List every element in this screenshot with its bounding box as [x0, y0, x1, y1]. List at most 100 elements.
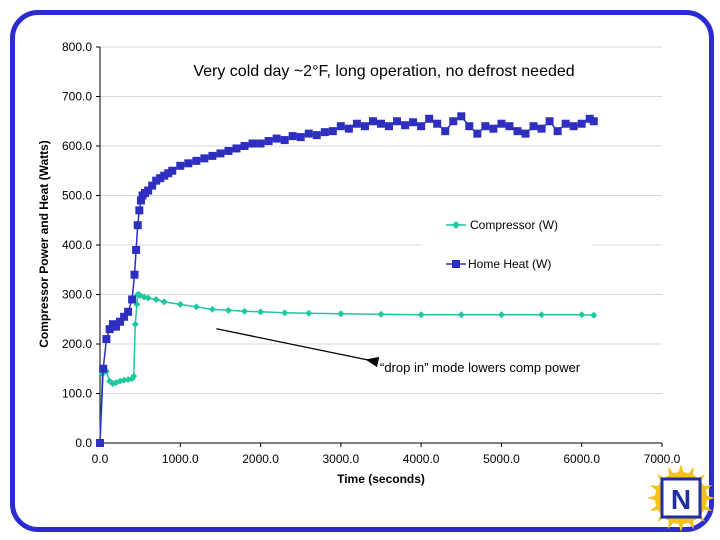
data-point	[337, 310, 345, 318]
logo-letter: N	[671, 484, 691, 515]
legend-box	[422, 210, 592, 280]
data-point	[216, 149, 225, 158]
sun-ray	[678, 464, 684, 475]
data-point	[120, 376, 128, 384]
data-point	[192, 156, 201, 165]
x-tick-label: 7000.0	[644, 452, 681, 466]
data-point	[105, 325, 114, 334]
data-point	[131, 320, 139, 328]
data-point	[336, 122, 345, 131]
data-point	[296, 133, 305, 142]
data-point	[176, 300, 184, 308]
data-point	[144, 294, 152, 302]
data-point	[272, 134, 281, 143]
data-point	[578, 311, 586, 319]
data-point	[130, 270, 139, 279]
data-point	[152, 295, 160, 303]
data-point	[240, 142, 249, 150]
data-point	[280, 136, 289, 145]
data-point	[112, 322, 121, 331]
data-point	[120, 312, 129, 321]
legend-marker-compressor	[452, 221, 460, 229]
data-point	[192, 303, 200, 311]
y-tick-label: 800.0	[62, 40, 92, 54]
x-tick-label: 3000.0	[323, 452, 360, 466]
data-point	[538, 311, 546, 319]
data-point	[377, 119, 385, 128]
data-point	[281, 309, 289, 317]
data-point	[377, 310, 385, 318]
x-axis-label: Time (seconds)	[337, 472, 425, 486]
data-point	[164, 169, 173, 178]
data-point	[148, 181, 157, 190]
data-point	[320, 128, 329, 137]
x-tick-label: 4000.0	[403, 452, 440, 466]
y-tick-label: 500.0	[62, 189, 92, 203]
data-point	[569, 122, 578, 131]
data-point	[184, 159, 193, 168]
data-point	[156, 174, 165, 183]
logo-frame	[660, 477, 702, 519]
annotation-text: “drop in” mode lowers comp power	[380, 360, 581, 375]
logo: N	[647, 464, 715, 532]
data-point	[224, 146, 233, 155]
annotation-arrow	[216, 328, 380, 368]
data-point	[256, 139, 265, 148]
data-point	[176, 161, 185, 170]
data-point	[393, 117, 402, 126]
data-point	[489, 124, 498, 133]
data-point	[585, 114, 594, 123]
data-point	[360, 122, 369, 131]
data-point	[135, 206, 144, 215]
data-point	[441, 127, 450, 136]
data-point	[132, 245, 141, 254]
legend: Compressor (W) Home Heat (W)	[422, 210, 592, 280]
x-tick-labels: 0.0 1000.0 2000.0 3000.0 4000.0 5000.0 6000.0 7…	[92, 452, 681, 466]
data-point	[473, 129, 482, 138]
data-point	[497, 119, 506, 128]
data-point	[417, 311, 425, 319]
data-point	[433, 119, 442, 128]
data-point	[304, 129, 313, 138]
data-point	[545, 117, 554, 126]
data-point	[208, 305, 216, 313]
data-point	[133, 221, 142, 230]
data-point	[481, 122, 490, 131]
legend-marker-home-heat	[452, 260, 460, 268]
data-point	[417, 122, 426, 131]
data-point	[241, 307, 249, 315]
data-point	[144, 186, 153, 195]
data-point	[136, 196, 145, 205]
data-point	[288, 132, 297, 141]
y-axis-label: Compressor Power and Heat (Watts)	[37, 140, 51, 348]
sun-ray	[678, 521, 684, 532]
data-point	[232, 144, 241, 153]
y-tick-label: 700.0	[62, 90, 92, 104]
data-point	[425, 114, 434, 123]
data-point	[553, 127, 562, 136]
data-point	[561, 119, 570, 128]
data-point	[328, 127, 337, 136]
data-point	[401, 121, 410, 130]
legend-label-compressor: Compressor (W)	[470, 218, 558, 232]
data-point	[102, 335, 111, 344]
x-tick-label: 5000.0	[483, 452, 520, 466]
data-point	[385, 122, 394, 131]
data-point	[497, 311, 505, 319]
data-point	[577, 119, 586, 128]
data-point	[312, 131, 321, 140]
y-tick-label: 600.0	[62, 139, 92, 153]
data-point	[457, 112, 466, 121]
data-point	[248, 139, 257, 148]
data-point	[99, 364, 108, 373]
data-point	[537, 124, 546, 133]
data-point	[344, 124, 353, 133]
data-point	[529, 122, 538, 131]
data-point	[449, 117, 458, 126]
series-home-heat	[96, 112, 598, 447]
data-point	[305, 309, 313, 317]
data-point	[152, 176, 161, 185]
sun-ray	[647, 495, 658, 501]
data-point	[589, 117, 598, 126]
